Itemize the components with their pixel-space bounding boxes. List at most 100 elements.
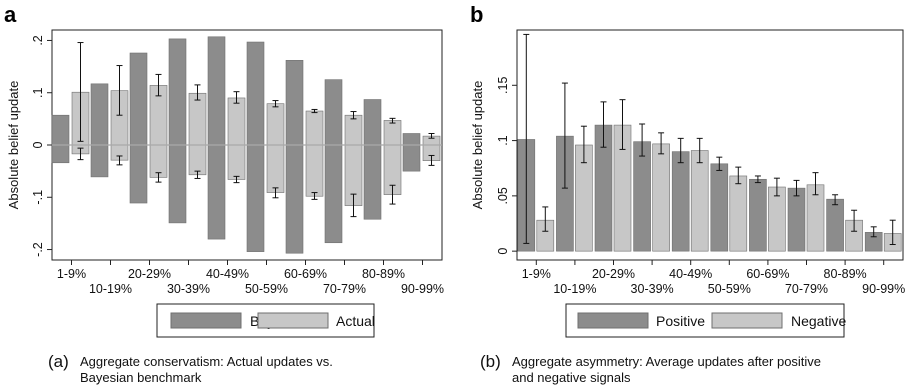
caption-a: (a) Aggregate conservatism: Actual updat… xyxy=(48,352,333,385)
actual-bar xyxy=(344,114,363,206)
panel-a-chart: Absolute belief update -.2 -.1 0 .1 .2 1-9%10… xyxy=(6,29,444,296)
actual-bar xyxy=(227,97,246,180)
negative-bar xyxy=(768,186,786,252)
bayes-bar xyxy=(363,99,382,220)
legend-swatch-actual xyxy=(257,312,329,329)
positive-error-bar xyxy=(600,101,607,148)
positive-bar xyxy=(749,178,767,252)
bayes-bar xyxy=(90,83,109,178)
legend-label-negative: Negative xyxy=(791,313,846,329)
legend-swatch-bayes xyxy=(170,312,242,329)
panel-a-xtick-label: 90-99% xyxy=(401,282,444,296)
actual-neg-error-bar xyxy=(311,192,318,200)
panel-b-xtick-label: 40-49% xyxy=(669,267,712,281)
actual-neg-error-bar xyxy=(155,172,162,183)
actual-bar xyxy=(266,103,285,193)
negative-error-bar xyxy=(851,209,858,232)
actual-pos-error-bar xyxy=(428,133,435,139)
actual-bar xyxy=(383,120,402,195)
actual-bar xyxy=(149,85,168,178)
positive-bar xyxy=(710,163,729,252)
bayes-bar xyxy=(207,36,226,240)
actual-pos-error-bar xyxy=(77,42,84,142)
negative-error-bar xyxy=(580,125,587,164)
panel-a-ytick-label: .2 xyxy=(31,35,45,45)
actual-pos-error-bar xyxy=(311,108,318,114)
negative-bar xyxy=(690,150,709,252)
panel-b-xtick-label: 50-59% xyxy=(708,282,751,296)
panel-b-xtick-label: 20-29% xyxy=(592,267,635,281)
actual-neg-error-bar xyxy=(77,147,84,161)
actual-pos-error-bar xyxy=(116,65,123,116)
actual-pos-error-bar xyxy=(155,73,162,97)
positive-error-bar xyxy=(832,194,839,206)
panel-a-xtick-label: 40-49% xyxy=(206,267,249,281)
actual-neg-error-bar xyxy=(428,154,435,166)
panel-b-ytick-label: .05 xyxy=(496,187,510,204)
panel-b-ylabel: Absolute belief update xyxy=(470,81,485,210)
negative-error-bar xyxy=(542,206,549,232)
actual-pos-error-bar xyxy=(194,84,201,101)
positive-error-bar xyxy=(523,33,530,244)
positive-error-bar xyxy=(793,179,800,197)
panel-b-label: b xyxy=(470,2,483,27)
negative-error-bar xyxy=(696,137,703,164)
caption-a-line2: Bayesian benchmark xyxy=(80,370,202,385)
positive-error-bar xyxy=(870,226,877,238)
legend-swatch-negative xyxy=(711,312,783,329)
panel-a-xtick-label: 10-19% xyxy=(89,282,132,296)
panel-b-xtick-label: 10-19% xyxy=(553,282,596,296)
actual-neg-error-bar xyxy=(389,184,396,205)
panel-a-ytick-label: -.2 xyxy=(31,242,45,257)
positive-error-bar xyxy=(561,82,568,189)
panel-b-ytick-label: 0 xyxy=(496,248,510,255)
actual-neg-error-bar xyxy=(194,170,201,179)
caption-b-line1: Aggregate asymmetry: Average updates aft… xyxy=(512,354,821,369)
caption-b-line2: and negative signals xyxy=(512,370,631,385)
negative-error-bar xyxy=(735,166,742,185)
panel-b-xtick-label: 1-9% xyxy=(522,267,551,281)
positive-error-bar xyxy=(677,137,684,164)
legend-label-positive: Positive xyxy=(656,313,705,329)
bayes-bar xyxy=(51,114,70,164)
negative-error-bar xyxy=(619,99,626,150)
panel-a-xtick-label: 50-59% xyxy=(245,282,288,296)
positive-bar xyxy=(826,198,844,252)
actual-bar xyxy=(305,110,324,197)
positive-error-bar xyxy=(754,175,761,184)
panel-a-xtick-label: 30-39% xyxy=(167,282,210,296)
panel-a-xtick-label: 80-89% xyxy=(362,267,405,281)
panel-a-ytick-label: -.1 xyxy=(31,190,45,205)
positive-bar xyxy=(671,151,690,252)
caption-b: (b) Aggregate asymmetry: Average updates… xyxy=(480,352,821,385)
positive-error-bar xyxy=(716,156,723,171)
panel-a-ylabel: Absolute belief update xyxy=(6,81,21,210)
caption-b-tag: (b) xyxy=(480,352,501,371)
panel-a-xtick-label: 60-69% xyxy=(284,267,327,281)
actual-neg-error-bar xyxy=(350,193,357,218)
bayes-bar xyxy=(168,38,187,224)
panel-b-xtick-label: 90-99% xyxy=(862,282,905,296)
panel-a-label: a xyxy=(4,2,17,27)
panel-b-plot-frame xyxy=(516,29,904,261)
negative-error-bar xyxy=(658,132,665,155)
positive-bar xyxy=(787,187,806,252)
panel-a-xtick-label: 1-9% xyxy=(57,267,86,281)
negative-error-bar xyxy=(812,172,819,196)
bayes-bar xyxy=(285,60,304,254)
negative-bar xyxy=(729,175,748,252)
caption-a-tag: (a) xyxy=(48,352,69,371)
panel-b-legend: Positive Negative xyxy=(565,303,846,338)
negative-bar xyxy=(652,143,670,252)
panel-a-xtick-label: 20-29% xyxy=(128,267,171,281)
caption-a-line1: Aggregate conservatism: Actual updates v… xyxy=(80,354,333,369)
actual-pos-error-bar xyxy=(389,117,396,124)
bayes-bar xyxy=(129,52,148,204)
bayes-bar xyxy=(246,41,265,252)
panel-b-xtick-label: 80-89% xyxy=(824,267,867,281)
negative-error-bar xyxy=(773,177,780,197)
panel-b-xtick-label: 70-79% xyxy=(785,282,828,296)
actual-pos-error-bar xyxy=(350,111,357,120)
panel-a-legend: Bayes xyxy=(156,303,375,338)
